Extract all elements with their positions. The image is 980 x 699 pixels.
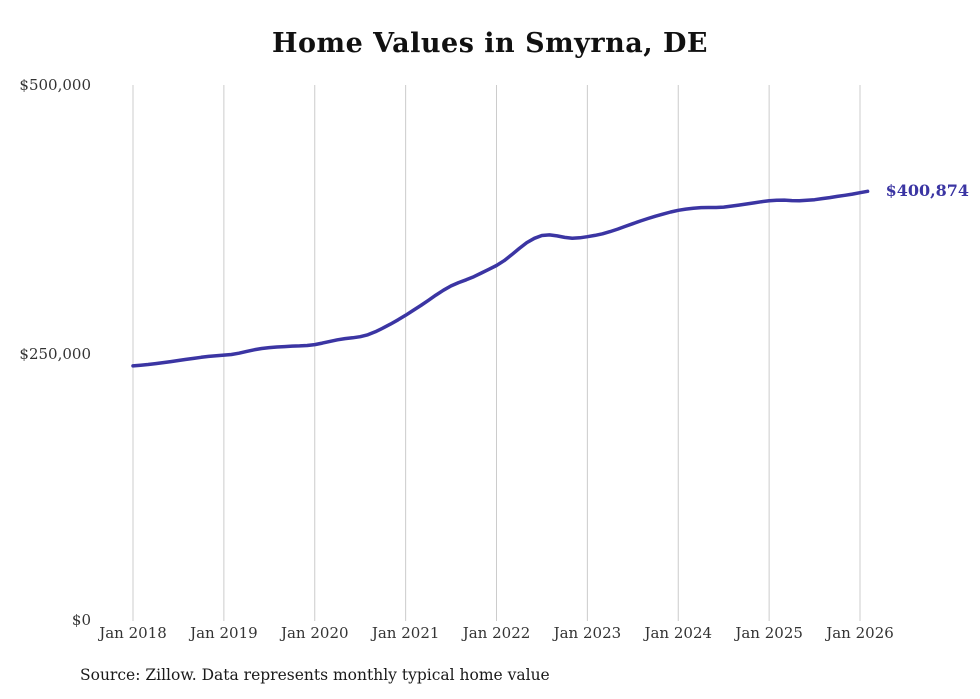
- x-axis-label: Jan 2020: [280, 624, 349, 642]
- x-axis-label: Jan 2019: [190, 624, 258, 642]
- x-axis-label: Jan 2025: [735, 624, 803, 642]
- x-axis-label: Jan 2026: [826, 624, 894, 642]
- x-axis-label: Jan 2023: [553, 624, 622, 642]
- y-axis-label-0: $0: [71, 611, 91, 629]
- chart-title: Home Values in Smyrna, DE: [272, 28, 708, 59]
- home-value-line: [131, 189, 870, 368]
- x-axis-label: Jan 2021: [371, 624, 440, 642]
- x-axis-label: Jan 2024: [644, 624, 713, 642]
- x-axis-label: Jan 2022: [462, 624, 531, 642]
- final-value-annotation: $400,874: [885, 181, 970, 201]
- y-axis-label-500k: $500,000: [19, 76, 91, 94]
- y-axis-label-250k: $250,000: [19, 345, 91, 363]
- source-attribution: Source: Zillow. Data represents monthly …: [80, 666, 550, 684]
- x-axis-label: Jan 2018: [99, 624, 167, 642]
